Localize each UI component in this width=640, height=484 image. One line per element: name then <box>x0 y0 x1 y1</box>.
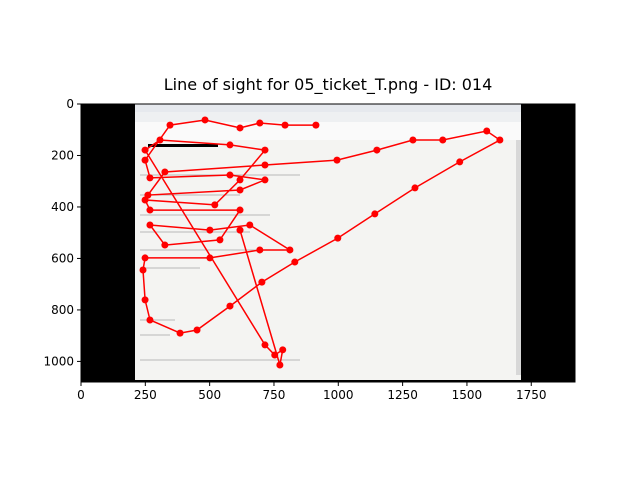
x-tick-label: 1000 <box>323 388 354 402</box>
gaze-point <box>291 258 299 266</box>
gaze-point <box>281 121 289 129</box>
x-tick-label: 500 <box>198 388 221 402</box>
gaze-point <box>333 156 341 164</box>
gaze-point <box>141 254 149 262</box>
gaze-point <box>226 171 234 179</box>
gaze-point <box>261 161 269 169</box>
gaze-point <box>146 316 154 324</box>
x-tick-label: 750 <box>263 388 286 402</box>
gaze-point <box>279 346 287 354</box>
gaze-point <box>211 201 219 209</box>
gaze-point <box>206 226 214 234</box>
gaze-point <box>166 121 174 129</box>
gaze-point <box>146 174 154 182</box>
x-tick-label: 1500 <box>452 388 483 402</box>
gaze-point <box>141 196 149 204</box>
gaze-point <box>261 146 269 154</box>
gaze-point <box>236 226 244 234</box>
gaze-point <box>226 302 234 310</box>
y-tick-label: 400 <box>51 200 74 214</box>
axes-frame <box>80 103 576 383</box>
gaze-point <box>146 221 154 229</box>
gaze-point <box>373 146 381 154</box>
gaze-point <box>256 119 264 127</box>
gaze-point <box>286 246 294 254</box>
x-tick-label: 250 <box>134 388 157 402</box>
gaze-point <box>139 266 147 274</box>
gaze-point <box>226 141 234 149</box>
gaze-point <box>146 206 154 214</box>
gaze-point <box>409 136 417 144</box>
y-tick-label: 600 <box>51 251 74 265</box>
gaze-point <box>236 176 244 184</box>
y-tick-label: 800 <box>51 303 74 317</box>
gaze-point <box>161 168 169 176</box>
gaze-point <box>236 124 244 132</box>
gaze-point <box>496 136 504 144</box>
gaze-point <box>411 184 419 192</box>
gaze-point <box>261 341 269 349</box>
gaze-point <box>271 351 279 359</box>
x-tick-label: 1250 <box>387 388 418 402</box>
gaze-point <box>156 136 164 144</box>
gaze-point <box>312 121 320 129</box>
gaze-point <box>141 296 149 304</box>
gaze-point <box>236 206 244 214</box>
gaze-point <box>258 278 266 286</box>
gaze-point <box>141 156 149 164</box>
gaze-point <box>276 361 284 369</box>
gaze-point <box>161 241 169 249</box>
gaze-point <box>256 246 264 254</box>
gaze-point <box>456 158 464 166</box>
gaze-point <box>334 234 342 242</box>
gaze-point <box>176 329 184 337</box>
gaze-point <box>371 210 379 218</box>
gaze-point <box>193 326 201 334</box>
gaze-point <box>216 236 224 244</box>
y-tick-label: 0 <box>66 97 74 111</box>
gaze-point <box>236 186 244 194</box>
y-tick-label: 1000 <box>43 354 74 368</box>
chart-title: Line of sight for 05_ticket_T.png - ID: … <box>164 75 493 95</box>
gaze-point <box>206 254 214 262</box>
y-tick-label: 200 <box>51 148 74 162</box>
gaze-point <box>246 221 254 229</box>
gaze-point <box>483 127 491 135</box>
gaze-point <box>141 146 149 154</box>
gaze-point <box>439 136 447 144</box>
x-tick-label: 0 <box>77 388 85 402</box>
gaze-point <box>261 176 269 184</box>
x-tick-label: 1750 <box>516 388 547 402</box>
gaze-point <box>201 116 209 124</box>
